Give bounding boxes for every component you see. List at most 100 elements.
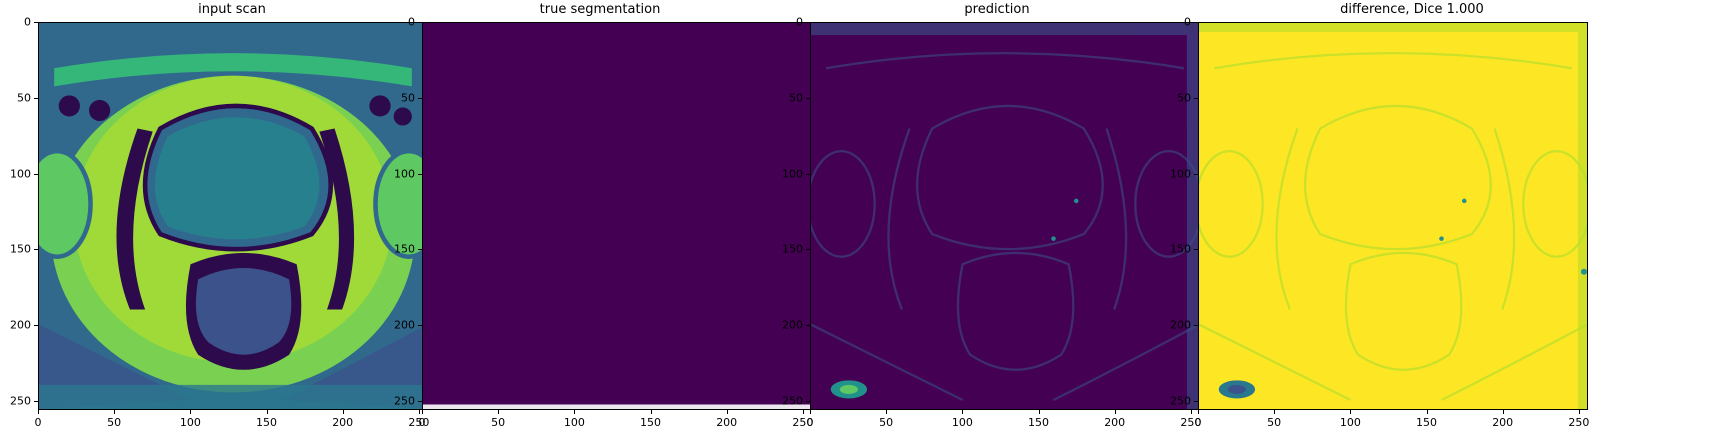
x-tick-label: 100 xyxy=(951,416,973,429)
x-tick-label: 100 xyxy=(179,416,201,429)
y-tick-label: 200 xyxy=(782,318,803,332)
x-tick-mark xyxy=(1274,410,1276,414)
true-segmentation-image xyxy=(422,22,812,410)
prediction-image xyxy=(810,22,1200,410)
y-tick-mark xyxy=(1194,325,1198,327)
x-tick-label: 50 xyxy=(1267,416,1282,429)
x-tick-label: 150 xyxy=(640,416,662,429)
x-tick-label: 150 xyxy=(256,416,278,429)
y-tick-label: 100 xyxy=(1170,167,1191,181)
mri-slice-graphic xyxy=(39,23,427,409)
y-tick-label: 50 xyxy=(1177,91,1191,105)
panel-title: prediction xyxy=(964,2,1030,17)
y-tick-label: 250 xyxy=(1170,394,1191,408)
y-tick-mark xyxy=(418,400,422,402)
x-tick-label: 200 xyxy=(716,416,738,429)
y-tick-label: 0 xyxy=(408,15,415,29)
x-tick-mark xyxy=(726,410,728,414)
panel-title: true segmentation xyxy=(539,2,661,17)
y-tick-mark xyxy=(34,400,38,402)
x-tick-label: 200 xyxy=(1492,416,1514,429)
x-tick-mark xyxy=(1038,410,1040,414)
difference-image xyxy=(1198,22,1588,410)
panel-prediction: prediction 0 50 100 150 20 xyxy=(776,0,1206,432)
y-tick-label: 0 xyxy=(24,15,31,29)
x-tick-label: 50 xyxy=(491,416,506,429)
x-tick-mark xyxy=(1350,410,1352,414)
x-tick-mark xyxy=(802,410,804,414)
y-tick-mark xyxy=(34,249,38,251)
prediction-graphic xyxy=(811,23,1199,409)
y-tick-mark xyxy=(806,22,810,23)
x-tick-mark xyxy=(114,410,116,414)
x-tick-label: 100 xyxy=(1339,416,1361,429)
x-tick-mark xyxy=(418,410,420,414)
y-tick-label: 250 xyxy=(782,394,803,408)
y-tick-mark xyxy=(1194,400,1198,402)
panel-input-scan: input scan xyxy=(0,0,430,432)
x-tick-label: 0 xyxy=(806,416,814,429)
y-tick-mark xyxy=(806,173,810,175)
panel-title: input scan xyxy=(198,2,266,17)
y-tick-label: 200 xyxy=(394,318,415,332)
y-tick-mark xyxy=(806,97,810,99)
x-tick-label: 250 xyxy=(792,416,814,429)
y-tick-mark xyxy=(806,400,810,402)
x-tick-mark xyxy=(190,410,192,414)
x-tick-label: 50 xyxy=(879,416,894,429)
x-tick-label: 150 xyxy=(1416,416,1438,429)
y-tick-mark xyxy=(1194,249,1198,251)
y-tick-label: 150 xyxy=(10,242,31,256)
y-tick-mark xyxy=(418,249,422,251)
y-tick-label: 0 xyxy=(796,15,803,29)
x-tick-mark xyxy=(1190,410,1192,414)
y-tick-label: 150 xyxy=(782,242,803,256)
y-tick-mark xyxy=(418,22,422,23)
x-tick-label: 200 xyxy=(332,416,354,429)
difference-graphic xyxy=(1199,23,1587,409)
x-tick-mark xyxy=(886,410,888,414)
y-tick-mark xyxy=(34,173,38,175)
x-tick-mark xyxy=(1578,410,1580,414)
x-tick-mark xyxy=(1502,410,1504,414)
y-tick-mark xyxy=(418,97,422,99)
x-tick-mark xyxy=(962,410,964,414)
x-tick-label: 250 xyxy=(1568,416,1590,429)
y-tick-mark xyxy=(1194,22,1198,23)
y-tick-label: 100 xyxy=(394,167,415,181)
x-tick-mark xyxy=(1426,410,1428,414)
x-tick-mark xyxy=(574,410,576,414)
y-tick-label: 100 xyxy=(782,167,803,181)
y-tick-label: 0 xyxy=(1184,15,1191,29)
y-tick-mark xyxy=(1194,173,1198,175)
y-tick-mark xyxy=(1194,97,1198,99)
y-tick-mark xyxy=(34,325,38,327)
panel-title: difference, Dice 1.000 xyxy=(1340,2,1484,17)
y-tick-mark xyxy=(34,22,38,23)
y-tick-mark xyxy=(806,249,810,251)
input-scan-image xyxy=(38,22,428,410)
y-tick-label: 200 xyxy=(1170,318,1191,332)
y-tick-label: 100 xyxy=(10,167,31,181)
x-tick-mark xyxy=(650,410,652,414)
x-tick-label: 150 xyxy=(1028,416,1050,429)
y-tick-label: 150 xyxy=(1170,242,1191,256)
y-tick-label: 250 xyxy=(394,394,415,408)
y-tick-mark xyxy=(418,325,422,327)
panel-true-segmentation: true segmentation 0 50 100 150 200 250 0 50 100 1… xyxy=(388,0,818,432)
flat-mask-graphic xyxy=(423,23,811,409)
x-tick-label: 0 xyxy=(1194,416,1202,429)
x-tick-mark xyxy=(38,410,39,414)
x-tick-label: 250 xyxy=(408,416,430,429)
y-tick-mark xyxy=(418,173,422,175)
y-tick-label: 200 xyxy=(10,318,31,332)
y-tick-mark xyxy=(806,325,810,327)
y-tick-label: 50 xyxy=(17,91,31,105)
x-tick-mark xyxy=(1198,410,1199,414)
x-tick-label: 100 xyxy=(563,416,585,429)
y-tick-label: 150 xyxy=(394,242,415,256)
x-tick-mark xyxy=(498,410,500,414)
y-tick-label: 50 xyxy=(401,91,415,105)
x-tick-label: 50 xyxy=(107,416,122,429)
x-tick-mark xyxy=(1114,410,1116,414)
